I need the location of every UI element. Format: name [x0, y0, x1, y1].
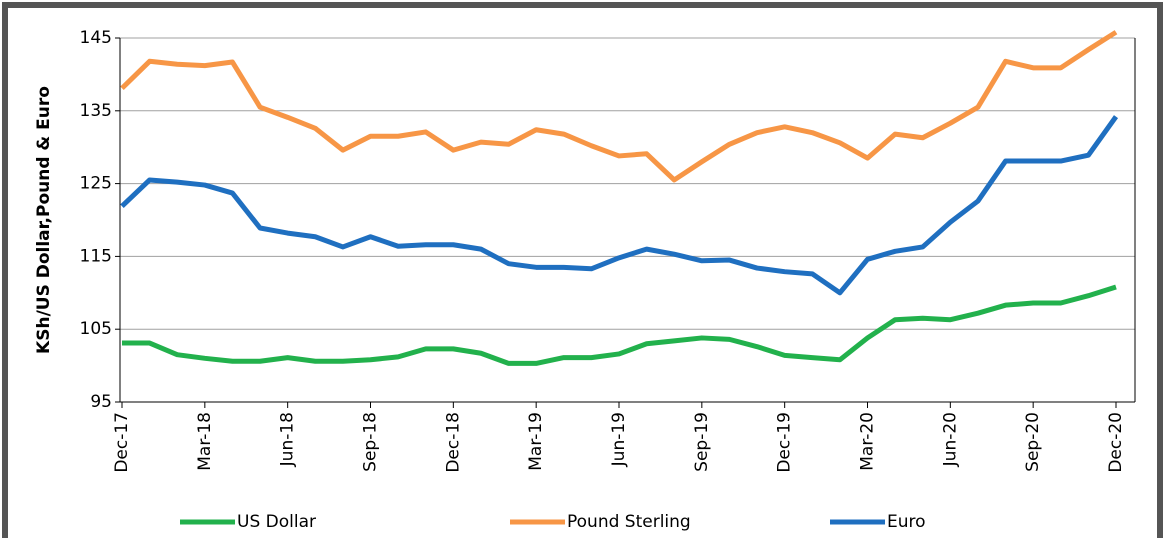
y-tick-label: 115 — [80, 246, 112, 266]
x-tick-label: Dec-17 — [112, 412, 132, 473]
series-line — [120, 115, 1119, 296]
x-tick-label: Jun-20 — [940, 412, 960, 467]
x-tick-label: Dec-18 — [443, 412, 463, 473]
plot-area — [120, 38, 1135, 402]
x-tick-label: Dec-19 — [775, 412, 795, 473]
y-tick-label: 145 — [80, 28, 112, 48]
x-tick-label: Jun-19 — [609, 412, 629, 467]
x-tick-label: Sep-18 — [361, 412, 381, 472]
legend-label: Pound Sterling — [567, 512, 691, 532]
lines — [120, 30, 1119, 366]
series-line — [120, 30, 1118, 183]
y-tick-label: 125 — [80, 174, 112, 194]
x-tick-label: Jun-18 — [278, 412, 298, 467]
x-tick-label: Mar-19 — [526, 412, 546, 471]
y-tick-label: 95 — [90, 392, 112, 412]
series-line — [122, 284, 1117, 366]
x-tick-label: Mar-18 — [195, 412, 215, 471]
x-tick-label: Sep-19 — [692, 412, 712, 472]
legend-label: US Dollar — [237, 512, 316, 532]
y-tick-label: 105 — [80, 319, 112, 339]
y-tick-label: 135 — [80, 101, 112, 121]
y-axis-label: KSh/US Dollar,Pound & Euro — [34, 86, 54, 354]
x-tick-label: Sep-20 — [1023, 412, 1043, 472]
x-tick-label: Dec-20 — [1106, 412, 1126, 473]
x-tick-label: Mar-20 — [858, 412, 878, 471]
legend-label: Euro — [887, 512, 926, 532]
